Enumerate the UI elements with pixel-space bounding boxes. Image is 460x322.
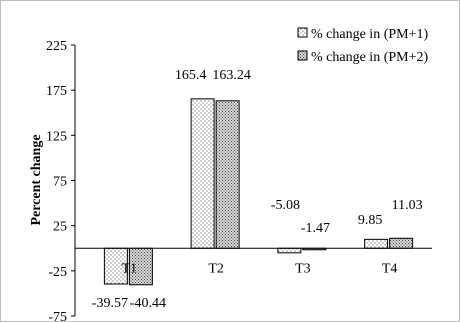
y-tick-label: -75	[48, 310, 67, 322]
data-label: 165.4	[175, 68, 207, 83]
category-label-t3: T3	[295, 261, 311, 276]
data-label: -39.57	[92, 296, 128, 311]
data-label: 11.03	[392, 198, 423, 213]
y-axis-label: Percent change	[29, 134, 44, 225]
data-label: 163.24	[212, 68, 251, 83]
data-label: -5.08	[271, 198, 300, 213]
category-label-t4: T4	[382, 261, 398, 276]
bar-t2-series-2	[215, 100, 240, 249]
legend: % change in (PM+1) % change in (PM+2)	[297, 27, 428, 65]
y-tick-label: 125	[46, 129, 67, 144]
y-tick-label: 175	[46, 84, 67, 99]
category-label-t2: T2	[208, 261, 224, 276]
y-tick-label: 25	[53, 220, 67, 235]
bar-t2-series-1	[190, 98, 215, 249]
legend-label-series-1: % change in (PM+1)	[311, 27, 428, 42]
data-label: 9.85	[358, 213, 383, 228]
y-tick-label: 225	[46, 39, 67, 54]
legend-label-series-2: % change in (PM+2)	[311, 50, 428, 65]
y-tick-label: 75	[53, 175, 67, 190]
category-label-t1: T1	[122, 261, 138, 276]
data-label: -1.47	[301, 221, 330, 236]
legend-swatch-series-2	[297, 50, 308, 61]
y-tick-label: -25	[48, 265, 67, 280]
bar-t4-series-1	[364, 238, 389, 249]
legend-swatch-series-1	[297, 27, 308, 38]
bars	[103, 98, 414, 286]
data-labels: -39.57 -40.44 T1 165.4 163.24 T2 -5.08-1.47 T3 9…	[92, 68, 423, 311]
data-label: -40.44	[130, 296, 166, 311]
y-axis: -75 -25 25 75 125 175 225	[46, 39, 76, 322]
bar-t3-series-1	[277, 247, 302, 254]
bar-t4-series-2	[389, 237, 414, 249]
